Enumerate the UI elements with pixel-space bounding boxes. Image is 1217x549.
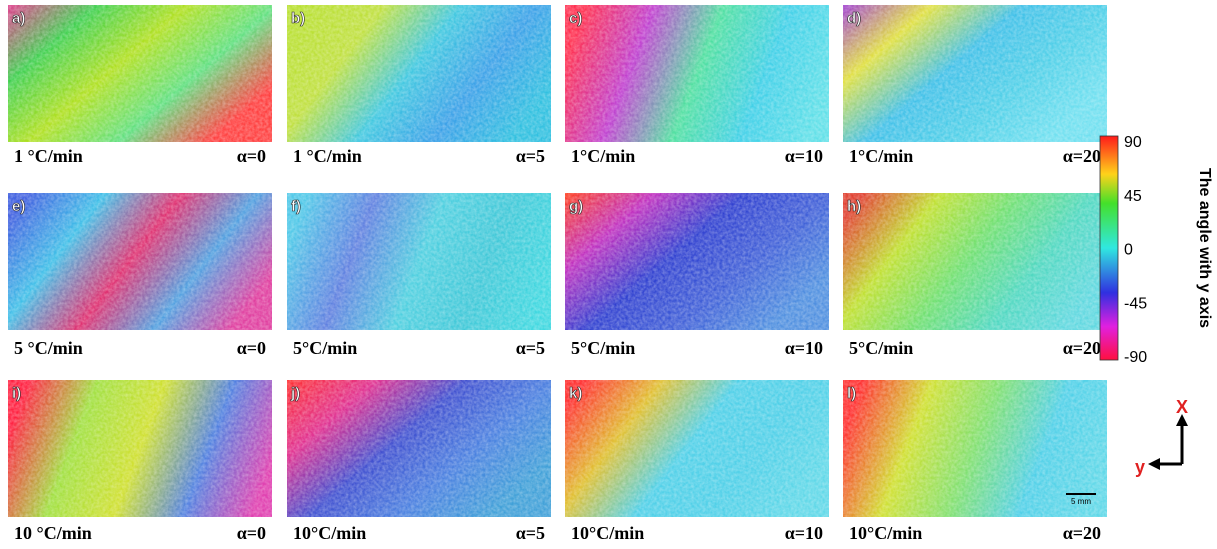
cooling-rate: 1 °C/min	[293, 146, 362, 166]
axes-indicator: X y	[1135, 397, 1188, 477]
colorbar-title: The angle with y axis	[1196, 168, 1213, 328]
colorbar-tick-label: 0	[1124, 242, 1133, 259]
alpha-value: α=20	[1063, 146, 1101, 166]
colorbar-tick-label: 90	[1124, 134, 1142, 151]
panel-label: h)	[847, 198, 861, 215]
y-axis-label: y	[1135, 457, 1145, 477]
panel-label: j)	[290, 385, 300, 402]
panel-texture	[287, 380, 551, 517]
colorbar-tick-label: -90	[1124, 349, 1147, 366]
panel-label: c)	[569, 10, 582, 27]
alpha-value: α=5	[516, 338, 545, 358]
colorbar-ticks: 90 45 0 -45 -90	[1124, 134, 1147, 366]
panel-texture	[843, 193, 1107, 330]
panel-label: e)	[12, 198, 25, 215]
panel-label: f)	[291, 198, 301, 215]
alpha-value: α=5	[516, 146, 545, 166]
alpha-value: α=0	[237, 338, 266, 358]
panels: a) 1 °C/min α=0 b) 1 °C/min α=5 c) 1°C/min α=10 d…	[8, 5, 1107, 543]
cooling-rate: 5°C/min	[571, 338, 635, 358]
panel-texture	[8, 5, 272, 142]
cooling-rate: 5°C/min	[849, 338, 913, 358]
panel-texture	[843, 5, 1107, 142]
panel-label: i)	[12, 385, 21, 402]
cooling-rate: 10°C/min	[571, 523, 644, 543]
figure: a) 1 °C/min α=0 b) 1 °C/min α=5 c) 1°C/min α=10 d…	[0, 0, 1217, 549]
alpha-value: α=20	[1063, 523, 1101, 543]
alpha-value: α=20	[1063, 338, 1101, 358]
x-axis-label: X	[1176, 397, 1188, 417]
cooling-rate: 5°C/min	[293, 338, 357, 358]
cooling-rate: 10°C/min	[293, 523, 366, 543]
panel-label: g)	[569, 198, 583, 215]
panel-texture	[287, 5, 551, 142]
colorbar-tick-label: 45	[1124, 188, 1142, 205]
panel-label: a)	[12, 10, 25, 27]
alpha-value: α=0	[237, 523, 266, 543]
panel-label: k)	[569, 385, 582, 402]
cooling-rate: 10°C/min	[849, 523, 922, 543]
panel-texture	[565, 193, 829, 330]
alpha-value: α=10	[785, 523, 823, 543]
panel-texture	[287, 193, 551, 330]
alpha-value: α=5	[516, 523, 545, 543]
scale-bar-label: 5 mm	[1071, 497, 1091, 506]
alpha-value: α=0	[237, 146, 266, 166]
alpha-value: α=10	[785, 338, 823, 358]
cooling-rate: 1 °C/min	[14, 146, 83, 166]
panel-label: d)	[847, 10, 861, 27]
panel-texture	[8, 380, 272, 517]
panel-texture	[843, 380, 1107, 517]
panel-label: b)	[291, 10, 305, 27]
panel-texture	[565, 5, 829, 142]
cooling-rate: 1°C/min	[571, 146, 635, 166]
cooling-rate: 5 °C/min	[14, 338, 83, 358]
cooling-rate: 1°C/min	[849, 146, 913, 166]
alpha-value: α=10	[785, 146, 823, 166]
colorbar-tick-label: -45	[1124, 295, 1147, 312]
colorbar	[1100, 136, 1118, 360]
panel-label: l)	[847, 385, 856, 402]
cooling-rate: 10 °C/min	[14, 523, 92, 543]
panel-texture	[8, 193, 272, 330]
panel-texture	[565, 380, 829, 517]
